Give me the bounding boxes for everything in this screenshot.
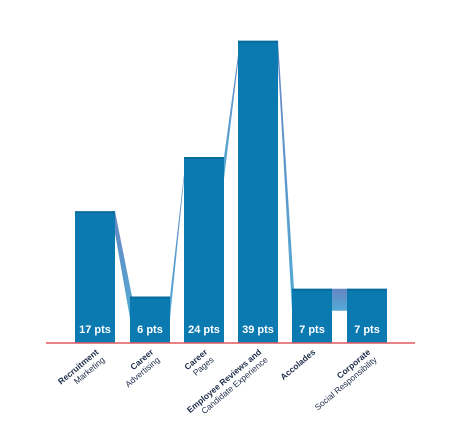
bar-top-edge-1 [75,211,115,214]
bar-top-edge-5 [292,288,332,291]
bar-1 [75,211,115,343]
value-label-2: 6 pts [137,324,163,336]
value-label-5: 7 pts [299,324,325,336]
value-label-1: 17 pts [79,324,111,336]
connector-1 [113,211,132,319]
connector-3 [222,40,240,179]
bar-top-edge-6 [347,288,387,291]
connector-2 [168,157,186,319]
category-label-bold-5: Accolades [278,347,317,382]
value-labels-group: 17 pts 6 pts 24 pts 39 pts 7 pts 7 pts [79,324,380,336]
value-label-6: 7 pts [354,324,380,336]
bar-6 [347,288,387,343]
bar-5 [292,288,332,343]
value-label-4: 39 pts [242,324,274,336]
bar-2 [130,296,170,343]
connector-4 [276,40,294,311]
bar-4 [238,40,278,343]
bar-connectors [113,40,349,319]
connector-5 [330,288,349,311]
bar-3 [184,157,224,343]
bar-top-edge-2 [130,296,170,299]
value-label-3: 24 pts [188,324,220,336]
bar-top-edge-4 [238,40,278,43]
bar-top-edge-3 [184,157,224,159]
bars-group [75,40,387,343]
category-label-5: Accolades [278,347,317,382]
